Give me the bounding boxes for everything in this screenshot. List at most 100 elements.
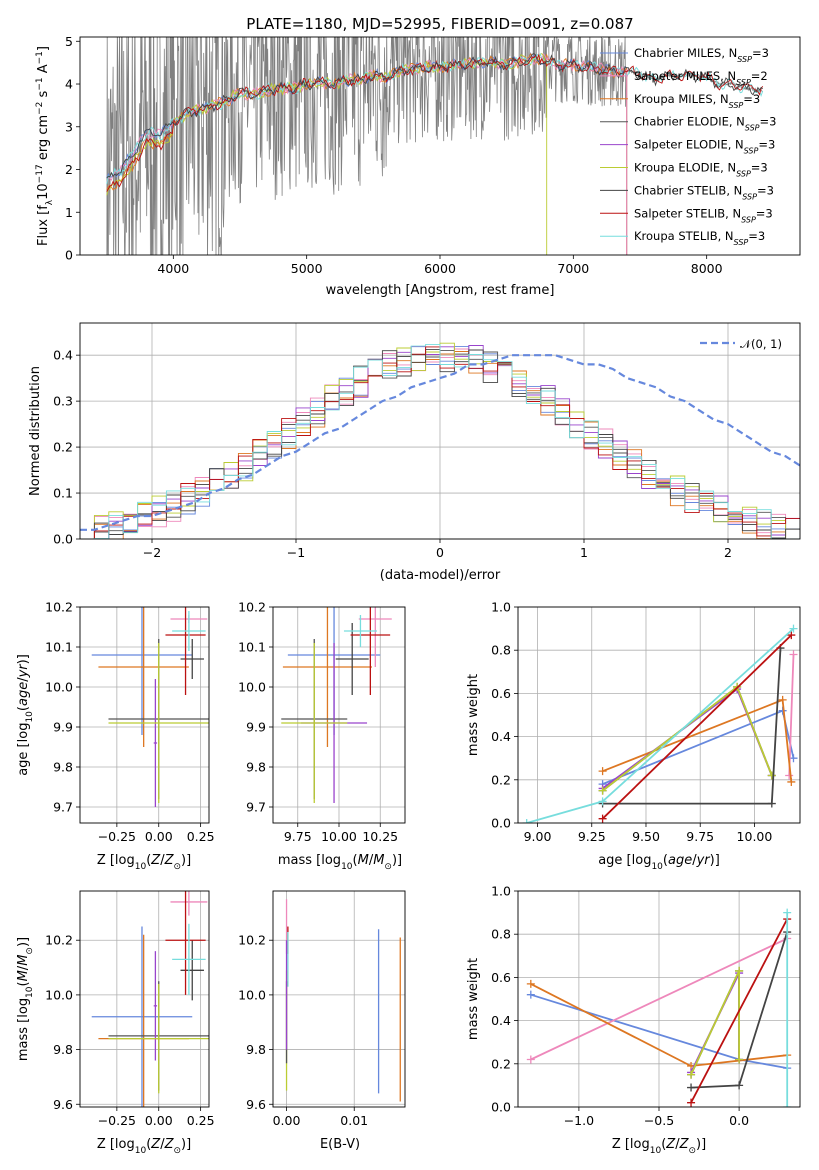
- x-tick-label: 10.00: [321, 829, 357, 844]
- y-tick-label: 2: [65, 162, 73, 177]
- legend-entry: Kroupa STELIB, NSSP=3: [634, 229, 765, 247]
- x-tick-label: −0.25: [98, 1113, 136, 1128]
- x-tick-label: 7000: [557, 261, 589, 276]
- weight-marker: [789, 624, 798, 633]
- plot-area: [281, 607, 392, 803]
- y-tick-label: 0.1: [53, 486, 73, 501]
- axes-frame: [517, 890, 801, 1108]
- y-tick-label: 4: [65, 77, 73, 92]
- weight-marker: [522, 819, 531, 823]
- y-tick-label: 0.0: [53, 532, 73, 547]
- weight-line: [602, 685, 773, 792]
- panel-z_vs_age: −0.25 0.00 0.25 9.7 9.8 9.9 10.0 10.1 10.2: [45, 600, 215, 845]
- x-tick-label: 0.00: [273, 1113, 301, 1128]
- figure-title: PLATE=1180, MJD=52995, FIBERID=0091, z=0…: [246, 15, 633, 33]
- weight-marker: [789, 650, 798, 659]
- legend-entry: Chabrier STELIB, NSSP=3: [634, 183, 774, 201]
- x-tick-label: 10.00: [737, 829, 773, 844]
- y-tick-label: 0: [65, 248, 73, 263]
- y-tick-label: 10.0: [238, 987, 266, 1002]
- y-tick-label: 0.8: [491, 643, 511, 658]
- y-tick-label: 10.2: [238, 600, 266, 615]
- weight-line: [690, 918, 788, 1104]
- y-axis-label: mass weight: [466, 958, 481, 1040]
- x-tick-label: 9.00: [524, 829, 552, 844]
- weight-line: [602, 709, 795, 785]
- x-tick-label: −1.0: [564, 1113, 594, 1128]
- y-axis-label: age [log10(age/yr)]: [16, 654, 35, 776]
- y-tick-label: 3: [65, 119, 73, 134]
- model-spectrum-line: [106, 52, 628, 255]
- plot-area: [526, 908, 792, 1107]
- x-tick-label: 2: [724, 545, 732, 560]
- plot-area: [91, 891, 209, 1107]
- panel-ebv_vs_mass: 0.00 0.01 9.6 9.8 10.0 10.2: [238, 890, 406, 1128]
- y-tick-label: 10.2: [45, 600, 73, 615]
- legend-entry: Kroupa ELODIE, NSSP=3: [634, 161, 768, 179]
- x-axis-label: mass [log10(M/M⊙)]: [278, 853, 402, 872]
- x-tick-label: 4000: [157, 261, 189, 276]
- weight-line: [788, 654, 795, 776]
- y-tick-label: 9.9: [53, 720, 73, 735]
- y-tick-label: 9.6: [246, 1097, 266, 1112]
- weight-marker: [687, 1070, 696, 1079]
- y-tick-label: 1.0: [491, 600, 511, 615]
- x-tick-label: −2: [143, 545, 161, 560]
- panel-z_vs_weight: −1.0 −0.5 0.0 0.0 0.2 0.4 0.6 0.8 1.0: [491, 884, 801, 1128]
- x-tick-label: 0: [436, 545, 444, 560]
- x-axis-label: E(B-V): [320, 1137, 360, 1152]
- model-spectrum-line: [106, 52, 628, 255]
- plot-area: [80, 342, 800, 539]
- axes-frame: [79, 322, 801, 540]
- weight-marker: [767, 771, 776, 780]
- x-tick-label: 0.00: [145, 1113, 173, 1128]
- y-tick-label: 9.9: [246, 720, 266, 735]
- x-tick-label: 9.75: [686, 829, 714, 844]
- y-tick-label: 0.2: [53, 440, 73, 455]
- weight-marker: [787, 777, 796, 786]
- weight-line: [530, 937, 788, 1061]
- histogram-step: [80, 343, 800, 539]
- weight-marker: [787, 631, 796, 640]
- weight-line: [602, 685, 773, 792]
- x-axis-label: (data-model)/error: [380, 568, 501, 583]
- panel-z_vs_mass: −0.25 0.00 0.25 9.6 9.8 10.0 10.2: [45, 890, 215, 1128]
- x-tick-label: 5000: [291, 261, 323, 276]
- legend-entry: Salpeter STELIB, NSSP=3: [634, 206, 773, 224]
- axes-frame: [79, 606, 210, 824]
- weight-marker: [687, 1083, 696, 1092]
- y-tick-label: 9.6: [53, 1097, 73, 1112]
- axes-frame: [272, 890, 406, 1108]
- weight-marker: [598, 814, 607, 823]
- x-tick-label: 0.25: [187, 1113, 215, 1128]
- y-tick-label: 0.4: [491, 729, 511, 744]
- x-axis-label: wavelength [Angstrom, rest frame]: [326, 283, 555, 298]
- weight-marker: [687, 1098, 696, 1107]
- weight-marker: [735, 966, 744, 975]
- y-tick-label: 0.6: [491, 970, 511, 985]
- weight-marker: [526, 990, 535, 999]
- axes-frame: [272, 606, 406, 824]
- weight-marker: [526, 1055, 535, 1064]
- y-tick-label: 0.8: [491, 927, 511, 942]
- x-tick-label: 9.25: [578, 829, 606, 844]
- legend-entry: Chabrier ELODIE, NSSP=3: [634, 115, 776, 133]
- x-tick-label: 0.25: [187, 829, 215, 844]
- weight-marker: [598, 767, 607, 776]
- weight-marker: [778, 695, 787, 704]
- weight-marker: [783, 1103, 792, 1107]
- x-axis-label: Z [log10(Z/Z⊙)]: [97, 853, 191, 872]
- weight-line: [601, 634, 792, 820]
- legend-entry: Salpeter MILES, NSSP=2: [634, 69, 768, 87]
- y-tick-label: 9.8: [246, 760, 266, 775]
- x-tick-label: −0.25: [98, 829, 136, 844]
- weight-marker: [735, 1081, 744, 1090]
- y-tick-label: 9.7: [53, 800, 73, 815]
- y-tick-label: 10.2: [45, 933, 73, 948]
- weight-marker: [598, 797, 607, 806]
- model-spectrum-line: [106, 52, 628, 255]
- y-tick-label: 0.4: [491, 1013, 511, 1028]
- weight-marker: [735, 1055, 744, 1064]
